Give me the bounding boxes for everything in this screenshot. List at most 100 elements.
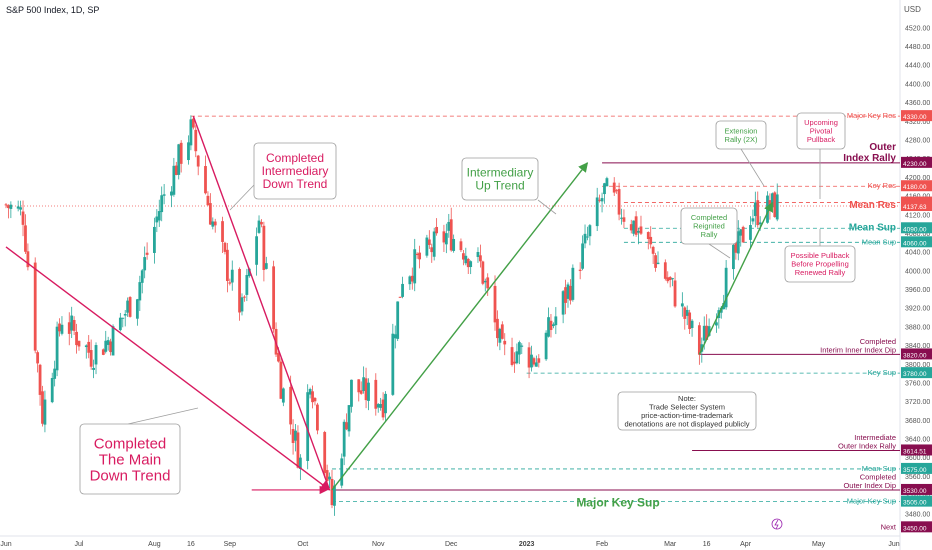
completed-intermediary-down-trend-text: Down Trend: [263, 177, 328, 191]
level-label: Key Res: [868, 181, 897, 190]
candle-body: [398, 296, 402, 298]
price-tag-value: 3614.51: [903, 448, 927, 455]
candle-body: [298, 457, 302, 469]
candle-body: [16, 206, 20, 209]
candle-body: [736, 231, 740, 254]
candle-body: [447, 221, 451, 231]
price-tag: [901, 367, 932, 379]
completed-main-down-trend-box: [79, 423, 181, 495]
price-tag: [901, 180, 932, 192]
candle-body: [639, 226, 643, 234]
level-label: Intermediate: [854, 433, 896, 442]
completed-main-down-trend-text: Completed: [94, 435, 167, 452]
candle-body: [223, 242, 227, 252]
candle-body: [515, 351, 519, 364]
candle-body: [381, 399, 385, 418]
candle-body: [469, 261, 473, 268]
upcoming-pivotal-pullback-text: Pivotal: [810, 127, 833, 136]
candle-body: [680, 303, 684, 307]
candle-body: [466, 258, 470, 268]
candle-body: [376, 404, 380, 408]
y-tick-label: 4120.00: [905, 212, 930, 219]
candle-body: [121, 317, 125, 319]
candle-body: [330, 478, 334, 506]
candle-body: [379, 404, 383, 408]
candle-body: [770, 193, 774, 208]
x-tick-label: Jun: [888, 541, 899, 548]
candle-body: [374, 379, 378, 409]
candle-body: [391, 333, 395, 395]
price-tag-value: 3780.00: [903, 371, 927, 378]
candle-body: [724, 267, 728, 308]
level-label: Mean Res: [849, 200, 896, 211]
candle-body: [620, 217, 623, 219]
candle-body: [194, 129, 198, 152]
candle-body: [316, 404, 319, 431]
candle-body: [629, 224, 633, 231]
candle-body: [739, 229, 743, 236]
possible-pullback-text: Possible Pullback: [791, 251, 850, 260]
candle-body: [581, 243, 584, 269]
candle-body: [123, 313, 127, 316]
x-tick-label: Sep: [224, 541, 237, 548]
candle-body: [41, 391, 44, 424]
trend-line: [331, 162, 589, 491]
candle-body: [564, 287, 567, 303]
candle-body: [396, 301, 400, 339]
completed-reignited-rally-text: Reignited: [693, 222, 725, 231]
candle-body: [172, 165, 176, 195]
lightning-icon: [771, 518, 783, 530]
extension-rally-text: Rally (2X): [725, 135, 758, 144]
candle-body: [277, 353, 280, 362]
candle-body: [534, 362, 538, 367]
candle-body: [272, 266, 276, 330]
chart-title: S&P 500 Index, 1D, SP: [6, 5, 99, 15]
candle-body: [549, 320, 553, 330]
level-label: Outer: [869, 142, 896, 153]
candle-body: [340, 458, 344, 486]
candle-body: [38, 364, 42, 395]
candle-body: [532, 358, 536, 365]
level-label: Major Key Res: [847, 111, 896, 120]
candle-body: [503, 340, 507, 345]
upcoming-pivotal-pullback-text: Pullback: [807, 135, 836, 144]
price-tag: [901, 236, 932, 248]
candle-body: [688, 312, 692, 330]
candle-body: [741, 226, 745, 243]
y-tick-label: 4440.00: [905, 63, 930, 70]
lightning-bolt: [774, 519, 779, 530]
candle-body: [683, 307, 687, 319]
level-label: Completed: [860, 337, 896, 346]
y-tick-label: 3480.00: [905, 511, 930, 518]
candle-body: [143, 257, 147, 271]
candle-body: [571, 267, 575, 300]
completed-main-down-trend-text: Down Trend: [90, 467, 171, 484]
y-tick-label: 4480.00: [905, 44, 930, 51]
candle-body: [128, 297, 132, 317]
candle-body: [705, 325, 709, 340]
time-axis: Jun Jul Aug 16 Sep Oct Nov Dec 2023 Feb Mar 16 Apr Ma…: [0, 535, 900, 548]
level-label: Outer Index Rally: [838, 441, 896, 450]
candle-body: [547, 317, 550, 337]
candle-body: [289, 386, 293, 425]
candle-body: [527, 347, 531, 368]
callout-line: [740, 148, 765, 187]
candle-body: [170, 191, 173, 196]
price-tag-value: 4090.00: [903, 226, 927, 233]
candle-body: [483, 280, 487, 283]
level-label: Mean Sup: [862, 237, 896, 246]
candle-body: [496, 318, 499, 339]
completed-reignited-rally-box: [680, 207, 738, 245]
x-tick-label: 16: [187, 541, 195, 548]
y-tick-label: 4360.00: [905, 100, 930, 107]
candle-body: [384, 393, 387, 414]
candle-body: [342, 421, 346, 457]
intermediary-up-trend-text: Up Trend: [475, 179, 524, 193]
candle-body: [425, 237, 429, 256]
candle-body: [357, 379, 361, 393]
candle-body: [187, 142, 190, 161]
candle-body: [732, 244, 735, 270]
candle-body: [345, 422, 349, 430]
candle-body: [328, 476, 331, 480]
